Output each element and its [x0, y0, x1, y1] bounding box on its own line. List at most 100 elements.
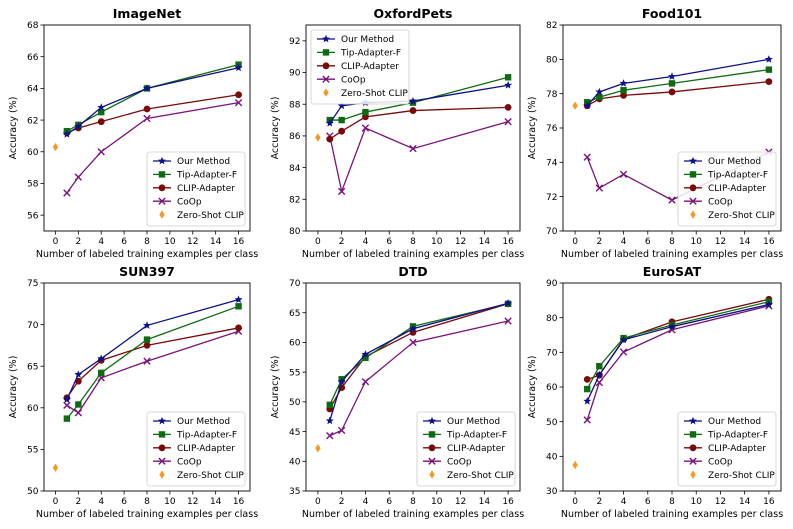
data-point	[668, 80, 676, 87]
x-tick-label: 0	[315, 497, 321, 507]
data-point	[143, 342, 151, 349]
legend-entry-ours: Our Method	[317, 34, 394, 45]
data-point	[764, 300, 773, 308]
y-tick-label: 82	[289, 196, 300, 206]
legend-marker	[322, 62, 330, 70]
data-point	[764, 55, 773, 63]
data-point	[584, 385, 591, 393]
x-tick-label: 6	[645, 497, 651, 507]
y-tick-label: 84	[289, 164, 301, 174]
legend-label: Tip-Adapter-F	[707, 431, 768, 441]
legend-marker	[323, 88, 329, 97]
data-point	[668, 72, 676, 80]
data-point	[619, 170, 628, 179]
chart-title: ImageNet	[113, 6, 181, 21]
legend-entry-tip: Tip-Adapter-F	[153, 431, 237, 441]
legend-marker	[428, 416, 436, 425]
y-tick-label: 60	[27, 404, 39, 414]
chart-title: SUN397	[119, 264, 175, 279]
legend-box	[677, 151, 777, 227]
x-axis-label: Number of labeled training examples per …	[36, 249, 258, 260]
x-tick-label: 10	[690, 237, 702, 247]
x-tick-label: 4	[98, 237, 104, 247]
series-coop	[326, 117, 512, 196]
legend-box	[146, 411, 246, 487]
legend-label: Tip-Adapter-F	[707, 171, 768, 181]
legend-label: CLIP-Adapter	[708, 444, 766, 454]
y-tick-label: 60	[546, 383, 558, 393]
legend-entry-clip: CLIP-Adapter	[153, 444, 235, 454]
data-point	[409, 144, 417, 153]
legend-label: CLIP-Adapter	[341, 62, 399, 72]
x-tick-label: 14	[479, 497, 491, 507]
x-tick-label: 0	[53, 237, 59, 247]
data-point	[361, 124, 370, 132]
series-line	[329, 106, 509, 140]
series-clip-adapter	[583, 295, 773, 383]
data-point	[409, 107, 417, 114]
data-point	[234, 63, 243, 72]
y-tick-label: 45	[289, 428, 300, 438]
legend-entry-tip: Tip-Adapter-F	[317, 49, 401, 59]
legend-label: CoOp	[708, 197, 733, 207]
legend-entry-tip: Tip-Adapter-F	[423, 431, 507, 441]
data-point	[361, 350, 370, 358]
legend-label: CoOp	[177, 457, 202, 467]
zero-shot-point	[52, 463, 59, 472]
series-line	[329, 121, 509, 194]
x-tick-label: 10	[164, 237, 176, 247]
data-point	[595, 87, 604, 96]
legend-box	[416, 411, 516, 487]
x-tick-label: 16	[233, 237, 245, 247]
legend-marker	[689, 184, 697, 192]
legend-label: Our Method	[447, 417, 500, 427]
data-point	[143, 357, 151, 365]
series-line	[66, 63, 239, 132]
x-tick-label: 2	[596, 237, 602, 247]
x-tick-label: 6	[386, 237, 392, 247]
legend-label: CLIP-Adapter	[447, 444, 505, 454]
legend-entry-ours: Our Method	[423, 416, 500, 427]
data-point	[97, 148, 105, 156]
data-point	[143, 321, 151, 329]
x-tick-label: 2	[596, 497, 602, 507]
legend-label: Our Method	[177, 417, 230, 427]
data-point	[583, 416, 591, 424]
y-tick-label: 40	[546, 453, 558, 463]
data-point	[504, 317, 512, 325]
series-line	[66, 327, 239, 399]
series-our-method	[325, 299, 513, 425]
data-point	[583, 153, 591, 161]
x-tick-label: 8	[669, 497, 675, 507]
legend-marker	[689, 416, 697, 425]
x-tick-label: 8	[410, 237, 416, 247]
legend-entry-ours: Our Method	[153, 156, 230, 167]
y-tick-label: 75	[27, 279, 38, 289]
legend-marker	[322, 34, 330, 43]
legend-marker	[159, 470, 165, 479]
x-tick-label: 8	[410, 497, 416, 507]
data-point	[765, 78, 773, 86]
series-our-method	[62, 63, 243, 138]
data-point	[583, 101, 592, 110]
x-tick-label: 0	[315, 237, 321, 247]
x-tick-label: 10	[431, 497, 443, 507]
data-point	[63, 189, 71, 197]
series-our-method	[62, 295, 243, 403]
series-line	[329, 303, 509, 410]
legend: Our Method Tip-Adapter-F CLIP-Adapter CoOp Z…	[416, 411, 516, 487]
y-tick-label: 78	[546, 90, 558, 100]
data-point	[234, 98, 243, 107]
legend-entry-coop: CoOp	[684, 197, 733, 207]
data-point	[325, 119, 334, 127]
legend-label: CLIP-Adapter	[177, 184, 235, 194]
series-clip-adapter	[326, 300, 512, 413]
x-tick-label: 16	[502, 497, 514, 507]
y-tick-label: 64	[27, 85, 39, 95]
x-axis-label: Number of labeled training examples per …	[561, 249, 783, 260]
y-tick-label: 58	[27, 180, 39, 190]
y-tick-label: 90	[546, 279, 558, 289]
data-point	[409, 96, 417, 105]
x-tick-label: 12	[715, 237, 726, 247]
legend-marker	[158, 184, 166, 192]
